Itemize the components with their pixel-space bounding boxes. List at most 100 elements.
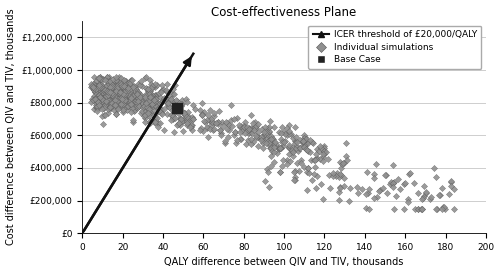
Point [112, 91, 120, 96]
Point [182, 123, 190, 127]
Point [152, 93, 160, 97]
Point [108, 87, 116, 91]
Point [342, 141, 349, 145]
Point [290, 177, 298, 182]
Point [266, 134, 274, 139]
Point [254, 122, 262, 126]
Point [94, 100, 102, 104]
Point [162, 100, 170, 105]
Point [114, 84, 122, 88]
Point [90, 98, 98, 102]
Point [151, 100, 159, 104]
Point [126, 94, 134, 99]
Point [161, 97, 169, 101]
Point [294, 146, 302, 150]
Point [264, 170, 272, 174]
Point [102, 84, 110, 88]
Point [144, 102, 152, 107]
Point [127, 78, 135, 82]
Point [172, 116, 179, 121]
Point [383, 191, 391, 196]
Point [119, 92, 127, 96]
Point [304, 166, 312, 170]
Point [268, 148, 276, 153]
Point [112, 92, 120, 96]
Point [98, 102, 106, 106]
Point [117, 91, 125, 96]
Point [134, 93, 142, 97]
Point [184, 118, 192, 122]
Point [148, 99, 156, 104]
Point [102, 93, 110, 97]
Point [206, 127, 214, 131]
Point [259, 135, 267, 140]
Point [112, 86, 120, 91]
Point [167, 96, 175, 101]
Point [134, 90, 142, 94]
Point [422, 191, 430, 195]
Point [126, 101, 134, 106]
Point [95, 87, 103, 91]
Point [400, 182, 407, 187]
Point [244, 138, 252, 143]
Point [265, 125, 273, 129]
Point [176, 122, 184, 127]
Point [112, 112, 120, 116]
Point [197, 126, 205, 130]
Point [126, 94, 134, 98]
Point [102, 94, 110, 98]
Point [114, 88, 122, 92]
Point [136, 97, 143, 101]
Point [156, 121, 164, 125]
Point [107, 87, 115, 91]
Point [267, 146, 275, 150]
Point [260, 133, 268, 137]
Point [92, 105, 100, 109]
Point [284, 126, 292, 131]
Point [134, 103, 141, 107]
Point [109, 89, 117, 93]
Point [189, 103, 197, 108]
Point [112, 88, 120, 93]
Point [244, 131, 252, 135]
Point [148, 84, 156, 89]
Point [216, 127, 224, 132]
Point [148, 101, 156, 105]
Point [155, 109, 163, 113]
Point [145, 114, 153, 118]
Point [110, 85, 118, 89]
Point [329, 170, 337, 175]
Point [106, 104, 114, 109]
Point [340, 183, 348, 188]
Point [102, 113, 110, 117]
Point [265, 130, 273, 134]
Point [152, 119, 160, 123]
Point [142, 98, 150, 102]
Point [278, 140, 285, 144]
Point [103, 89, 111, 94]
Point [118, 93, 126, 97]
Point [100, 88, 108, 93]
Point [142, 74, 150, 79]
Point [123, 89, 131, 94]
Point [420, 194, 428, 198]
Point [154, 101, 162, 106]
Point [104, 103, 112, 107]
Point [187, 123, 195, 127]
Point [154, 91, 162, 96]
Point [281, 132, 289, 136]
Point [266, 128, 274, 133]
Point [165, 105, 173, 109]
Point [114, 107, 122, 111]
Point [105, 105, 113, 110]
Point [92, 84, 100, 88]
Point [114, 82, 122, 86]
Point [430, 166, 438, 171]
Point [208, 120, 216, 124]
Point [120, 82, 128, 86]
Point [135, 103, 143, 108]
Point [404, 200, 412, 205]
Point [100, 86, 108, 91]
Point [256, 138, 264, 142]
Point [392, 194, 400, 198]
